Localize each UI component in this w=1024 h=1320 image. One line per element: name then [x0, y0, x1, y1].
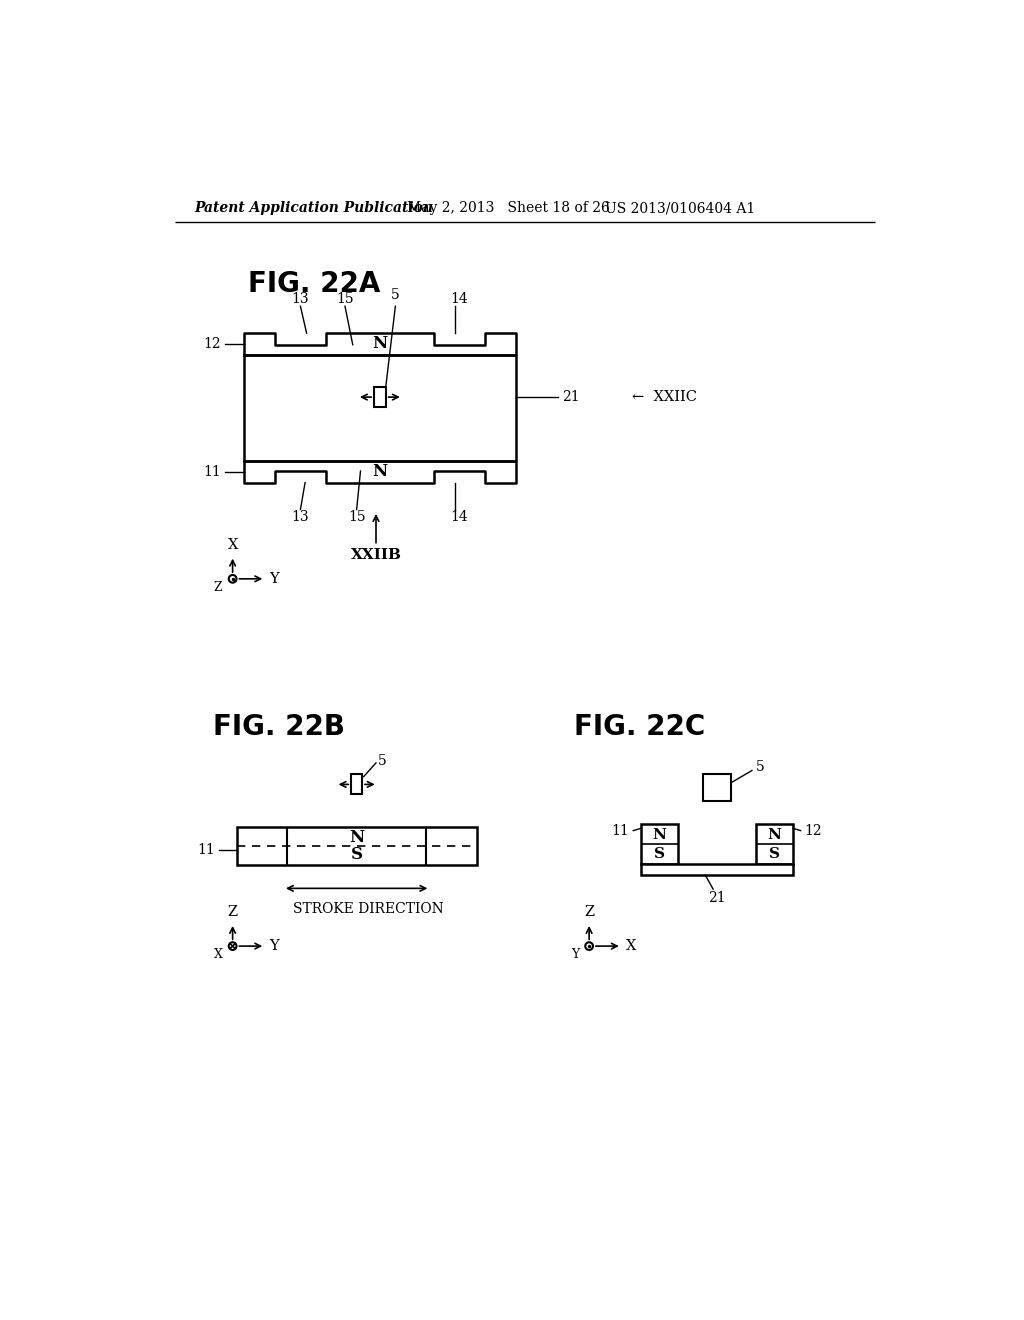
Text: X: X: [626, 939, 636, 953]
Text: ←  XXIIC: ← XXIIC: [632, 391, 696, 404]
Text: 13: 13: [292, 510, 309, 524]
Text: 5: 5: [378, 754, 387, 767]
Text: FIG. 22C: FIG. 22C: [573, 713, 705, 741]
Text: N: N: [349, 829, 365, 846]
Bar: [641, 865, 793, 875]
Text: X: X: [214, 948, 222, 961]
Bar: [756, 825, 793, 865]
Text: 15: 15: [336, 292, 354, 306]
Bar: [237, 826, 477, 866]
Text: Y: Y: [269, 939, 279, 953]
Text: Y: Y: [269, 572, 279, 586]
Bar: [374, 388, 386, 407]
Text: US 2013/0106404 A1: US 2013/0106404 A1: [604, 202, 755, 215]
Text: N: N: [652, 828, 667, 842]
Text: Z: Z: [214, 581, 222, 594]
Text: S: S: [769, 846, 780, 861]
Text: N: N: [373, 335, 387, 352]
Text: FIG. 22B: FIG. 22B: [213, 713, 345, 741]
Text: S: S: [350, 846, 362, 863]
Text: 5: 5: [756, 760, 765, 774]
Text: Patent Application Publication: Patent Application Publication: [194, 202, 433, 215]
Bar: [351, 775, 362, 795]
Text: 21: 21: [709, 891, 726, 904]
Text: 21: 21: [562, 391, 580, 404]
Bar: [641, 825, 678, 865]
Text: FIG. 22A: FIG. 22A: [248, 271, 381, 298]
Text: Z: Z: [584, 906, 594, 919]
Text: Z: Z: [227, 906, 238, 919]
Text: N: N: [373, 463, 387, 480]
Text: Y: Y: [570, 948, 579, 961]
Text: May 2, 2013   Sheet 18 of 26: May 2, 2013 Sheet 18 of 26: [407, 202, 609, 215]
Text: 12: 12: [805, 824, 822, 838]
Text: 11: 11: [203, 465, 221, 479]
Text: 14: 14: [451, 292, 468, 306]
Text: XXIIB: XXIIB: [350, 548, 401, 562]
Text: S: S: [654, 846, 666, 861]
Text: 15: 15: [348, 510, 366, 524]
Text: 13: 13: [292, 292, 309, 306]
Text: 12: 12: [204, 337, 221, 351]
Text: STROKE DIRECTION: STROKE DIRECTION: [293, 903, 443, 916]
Text: X: X: [227, 537, 238, 552]
Bar: [703, 775, 730, 801]
Text: 14: 14: [451, 510, 468, 524]
Text: 11: 11: [197, 843, 215, 857]
Text: 5: 5: [391, 288, 399, 302]
Text: N: N: [767, 828, 781, 842]
Text: 11: 11: [611, 824, 630, 838]
